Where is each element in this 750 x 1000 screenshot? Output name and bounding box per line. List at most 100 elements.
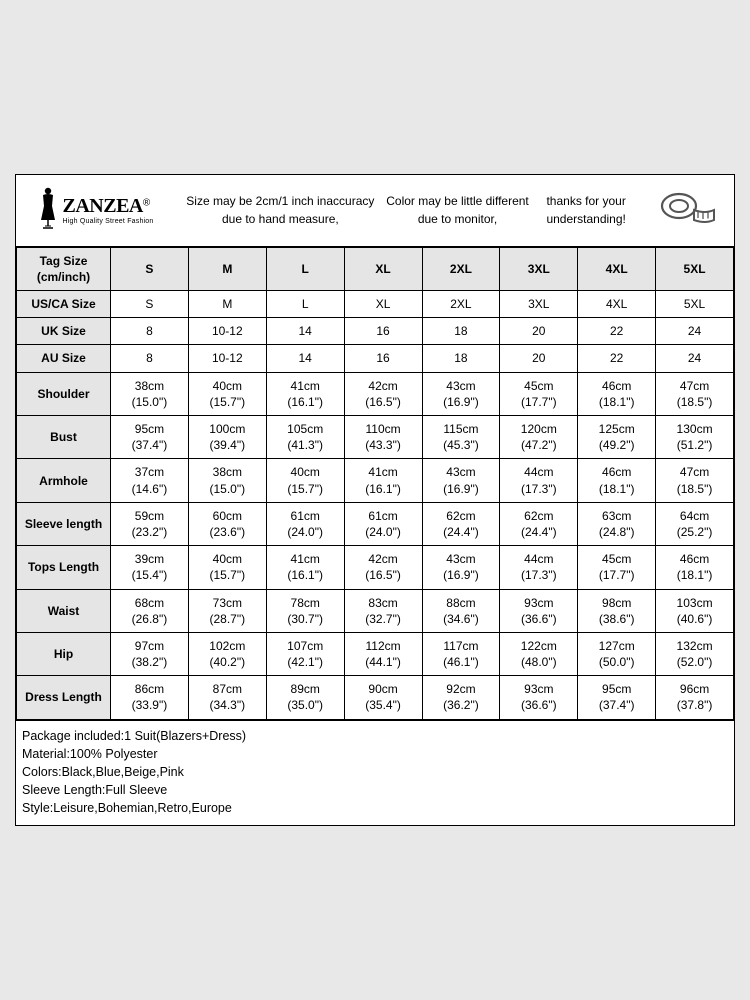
measure-cell: 73cm(28.7") <box>188 589 266 632</box>
measure-cell: 43cm(16.9") <box>422 459 500 502</box>
footer-line: Style:Leisure,Bohemian,Retro,Europe <box>22 799 728 817</box>
size-cell: 2XL <box>422 291 500 318</box>
measure-cell: 41cm(16.1") <box>344 459 422 502</box>
measure-cell: 40cm(15.7") <box>188 372 266 415</box>
row-label: UK Size <box>17 318 111 345</box>
table-row: AU Size810-12141618202224 <box>17 345 734 372</box>
measure-cell: 83cm(32.7") <box>344 589 422 632</box>
size-cell: 24 <box>656 318 734 345</box>
measure-cell: 37cm(14.6") <box>111 459 189 502</box>
size-cell: 14 <box>266 318 344 345</box>
measure-cell: 45cm(17.7") <box>578 546 656 589</box>
measure-cell: 39cm(15.4") <box>111 546 189 589</box>
row-label: Bust <box>17 416 111 459</box>
header-tag-size: Tag Size (cm/inch) <box>17 247 111 290</box>
size-cell: 16 <box>344 318 422 345</box>
table-row: Waist68cm(26.8")73cm(28.7")78cm(30.7")83… <box>17 589 734 632</box>
measure-cell: 44cm(17.3") <box>500 459 578 502</box>
size-cell: 22 <box>578 318 656 345</box>
row-label: US/CA Size <box>17 291 111 318</box>
size-col-header: S <box>111 247 189 290</box>
measure-cell: 96cm(37.8") <box>656 676 734 719</box>
size-col-header: 4XL <box>578 247 656 290</box>
measure-cell: 68cm(26.8") <box>111 589 189 632</box>
header-label-line2: (cm/inch) <box>37 270 90 284</box>
table-row: Sleeve length59cm(23.2")60cm(23.6")61cm(… <box>17 502 734 545</box>
measure-cell: 60cm(23.6") <box>188 502 266 545</box>
size-cell: S <box>111 291 189 318</box>
measure-cell: 43cm(16.9") <box>422 372 500 415</box>
measure-cell: 100cm(39.4") <box>188 416 266 459</box>
footer-line: Package included:1 Suit(Blazers+Dress) <box>22 727 728 745</box>
measure-cell: 41cm(16.1") <box>266 372 344 415</box>
table-row: UK Size810-12141618202224 <box>17 318 734 345</box>
measure-cell: 93cm(36.6") <box>500 589 578 632</box>
measure-cell: 64cm(25.2") <box>656 502 734 545</box>
table-row: Tops Length39cm(15.4")40cm(15.7")41cm(16… <box>17 546 734 589</box>
measure-cell: 90cm(35.4") <box>344 676 422 719</box>
measure-cell: 97cm(38.2") <box>111 632 189 675</box>
measure-cell: 127cm(50.0") <box>578 632 656 675</box>
table-header-row: Tag Size (cm/inch) S M L XL 2XL 3XL 4XL … <box>17 247 734 290</box>
measure-cell: 40cm(15.7") <box>266 459 344 502</box>
size-col-header: XL <box>344 247 422 290</box>
measure-cell: 103cm(40.6") <box>656 589 734 632</box>
measure-cell: 62cm(24.4") <box>500 502 578 545</box>
size-cell: 8 <box>111 345 189 372</box>
size-cell: L <box>266 291 344 318</box>
size-cell: 5XL <box>656 291 734 318</box>
measure-cell: 117cm(46.1") <box>422 632 500 675</box>
row-label: Dress Length <box>17 676 111 719</box>
brand-cell: ZANZEA® High Quality Street Fashion <box>16 175 174 246</box>
size-col-header: M <box>188 247 266 290</box>
table-row: Shoulder38cm(15.0")40cm(15.7")41cm(16.1"… <box>17 372 734 415</box>
size-cell: 10-12 <box>188 318 266 345</box>
header-label-line1: Tag Size <box>40 254 88 268</box>
measure-cell: 42cm(16.5") <box>344 546 422 589</box>
row-label: Waist <box>17 589 111 632</box>
size-cell: 4XL <box>578 291 656 318</box>
measure-cell: 62cm(24.4") <box>422 502 500 545</box>
footer-line: Colors:Black,Blue,Beige,Pink <box>22 763 728 781</box>
header-row: ZANZEA® High Quality Street Fashion Size… <box>16 175 734 247</box>
measure-cell: 112cm(44.1") <box>344 632 422 675</box>
measure-cell: 89cm(35.0") <box>266 676 344 719</box>
size-cell: 24 <box>656 345 734 372</box>
measure-cell: 40cm(15.7") <box>188 546 266 589</box>
measure-cell: 93cm(36.6") <box>500 676 578 719</box>
measure-cell: 98cm(38.6") <box>578 589 656 632</box>
size-cell: 18 <box>422 345 500 372</box>
size-col-header: 3XL <box>500 247 578 290</box>
measure-cell: 46cm(18.1") <box>656 546 734 589</box>
measure-cell: 38cm(15.0") <box>111 372 189 415</box>
row-label: Shoulder <box>17 372 111 415</box>
brand-name: ZANZEA <box>63 195 143 217</box>
measure-cell: 86cm(33.9") <box>111 676 189 719</box>
measure-cell: 122cm(48.0") <box>500 632 578 675</box>
measure-cell: 63cm(24.8") <box>578 502 656 545</box>
footer-line: Sleeve Length:Full Sleeve <box>22 781 728 799</box>
measure-cell: 78cm(30.7") <box>266 589 344 632</box>
measure-cell: 46cm(18.1") <box>578 459 656 502</box>
measure-cell: 132cm(52.0") <box>656 632 734 675</box>
measure-cell: 44cm(17.3") <box>500 546 578 589</box>
size-cell: 10-12 <box>188 345 266 372</box>
row-label: Sleeve length <box>17 502 111 545</box>
brand-tagline: High Quality Street Fashion <box>63 218 154 225</box>
footer-line: Material:100% Polyester <box>22 745 728 763</box>
measure-cell: 92cm(36.2") <box>422 676 500 719</box>
measure-cell: 110cm(43.3") <box>344 416 422 459</box>
brand-mannequin-icon <box>37 186 59 235</box>
notice-text: Size may be 2cm/1 inch inaccuracy due to… <box>174 175 644 246</box>
measure-cell: 46cm(18.1") <box>578 372 656 415</box>
product-info-footer: Package included:1 Suit(Blazers+Dress)Ma… <box>16 720 734 826</box>
table-row: Bust95cm(37.4")100cm(39.4")105cm(41.3")1… <box>17 416 734 459</box>
row-label: Tops Length <box>17 546 111 589</box>
row-label: Hip <box>17 632 111 675</box>
size-cell: 20 <box>500 318 578 345</box>
table-row: US/CA SizeSMLXL2XL3XL4XL5XL <box>17 291 734 318</box>
brand-registered-icon: ® <box>143 197 150 208</box>
size-cell: 16 <box>344 345 422 372</box>
size-cell: 22 <box>578 345 656 372</box>
size-cell: 3XL <box>500 291 578 318</box>
